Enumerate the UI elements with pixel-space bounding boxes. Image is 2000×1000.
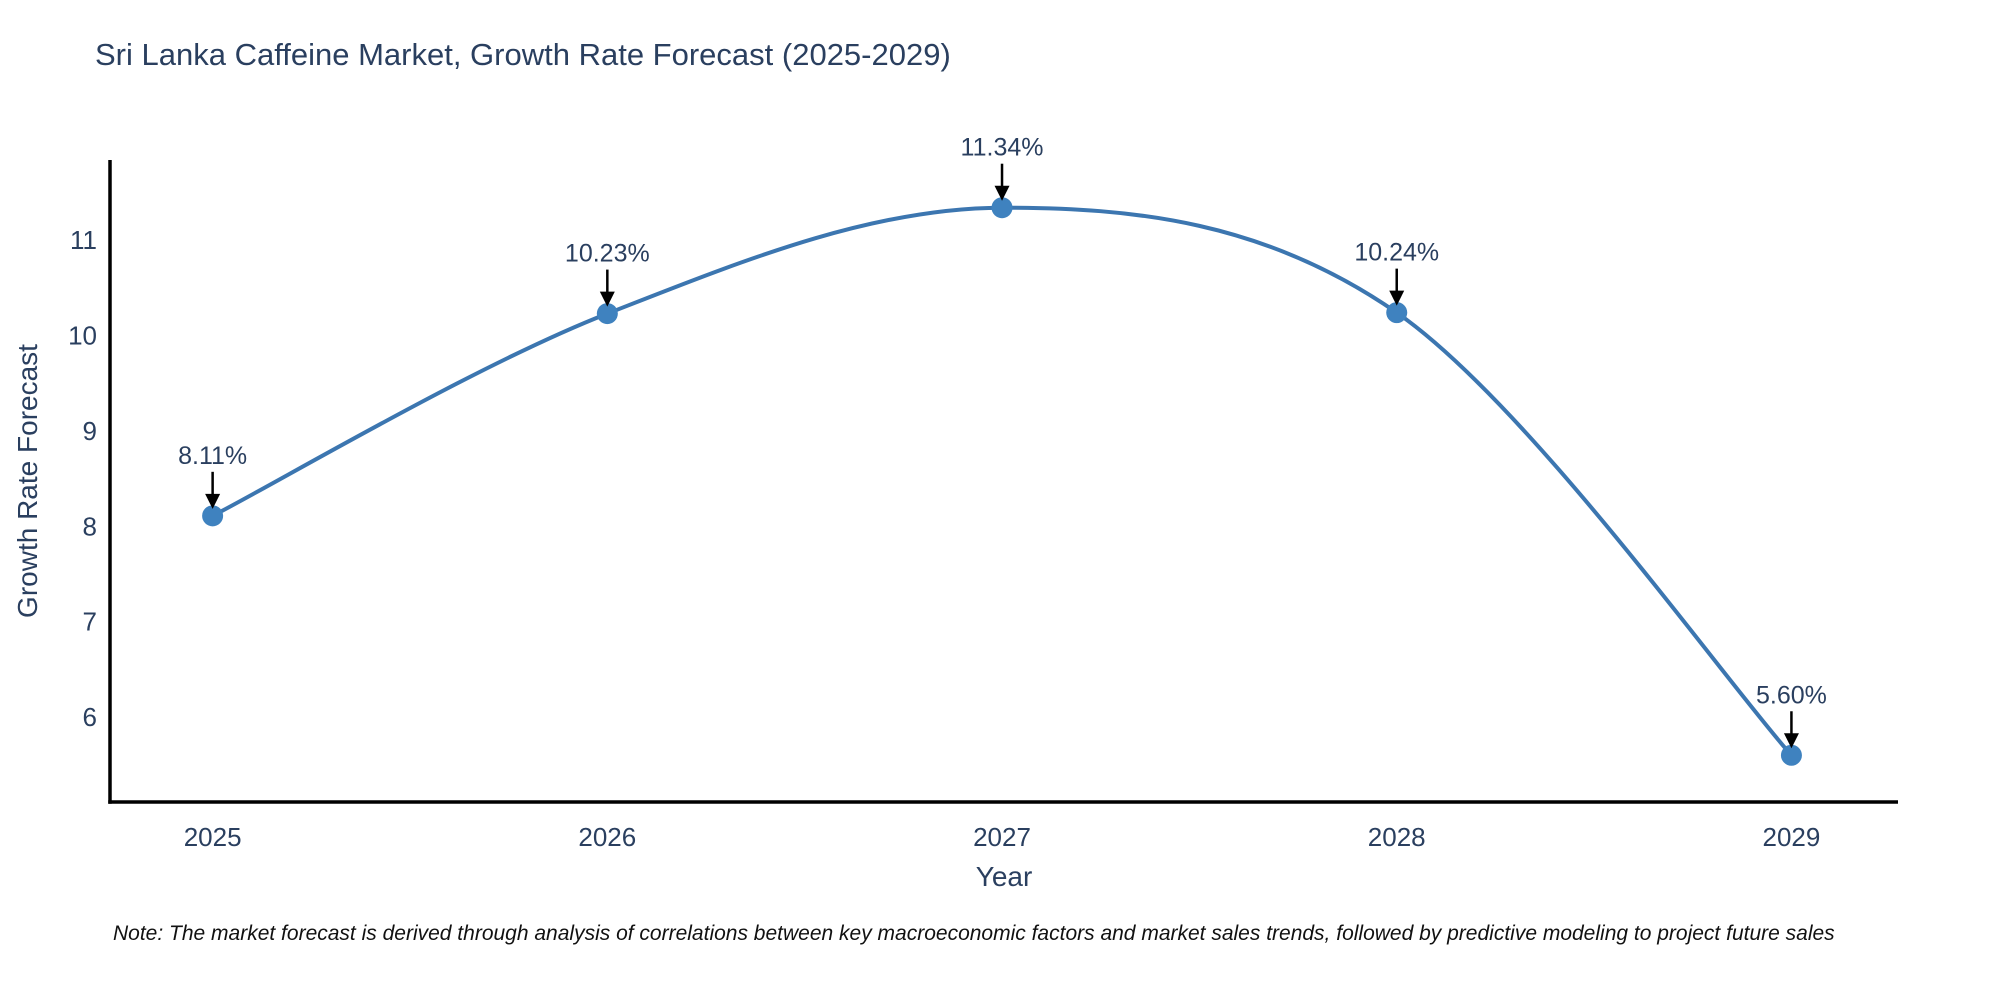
- x-tick-label: 2027: [973, 822, 1031, 852]
- data-point-marker: [1386, 302, 1408, 324]
- x-tick-label: 2025: [184, 822, 242, 852]
- y-tick-label: 11: [70, 225, 97, 255]
- point-annotation-label: 8.11%: [178, 442, 247, 470]
- data-point-marker: [596, 303, 618, 325]
- x-axis-title: Year: [975, 861, 1033, 892]
- annotation-arrow-head: [599, 291, 615, 307]
- y-tick-label: 8: [83, 511, 97, 541]
- x-tick-label: 2026: [578, 822, 636, 852]
- point-annotation-label: 5.60%: [1756, 681, 1827, 709]
- chart-title: Sri Lanka Caffeine Market, Growth Rate F…: [95, 37, 951, 72]
- data-point-marker: [202, 505, 224, 527]
- annotation-arrow-head: [1389, 290, 1405, 306]
- x-tick-label: 2028: [1368, 822, 1426, 852]
- x-tick-label: 2029: [1763, 822, 1821, 852]
- footnote: Note: The market forecast is derived thr…: [113, 922, 1835, 945]
- annotation-arrow-head: [994, 185, 1010, 201]
- point-annotation-label: 10.23%: [565, 240, 650, 268]
- data-point-marker: [991, 197, 1013, 219]
- y-tick-label: 9: [83, 416, 97, 446]
- annotation-arrow-head: [205, 493, 221, 509]
- point-annotation-label: 10.24%: [1354, 239, 1439, 267]
- forecast-curve-line: [210, 205, 1794, 758]
- y-tick-label: 7: [83, 607, 97, 637]
- y-tick-label: 10: [68, 321, 97, 351]
- point-annotation-label: 11.34%: [961, 134, 1044, 162]
- y-tick-label: 6: [83, 702, 97, 732]
- annotation-arrow-head: [1783, 733, 1799, 749]
- data-point-marker: [1780, 744, 1802, 766]
- y-axis-title: Growth Rate Forecast: [12, 344, 43, 618]
